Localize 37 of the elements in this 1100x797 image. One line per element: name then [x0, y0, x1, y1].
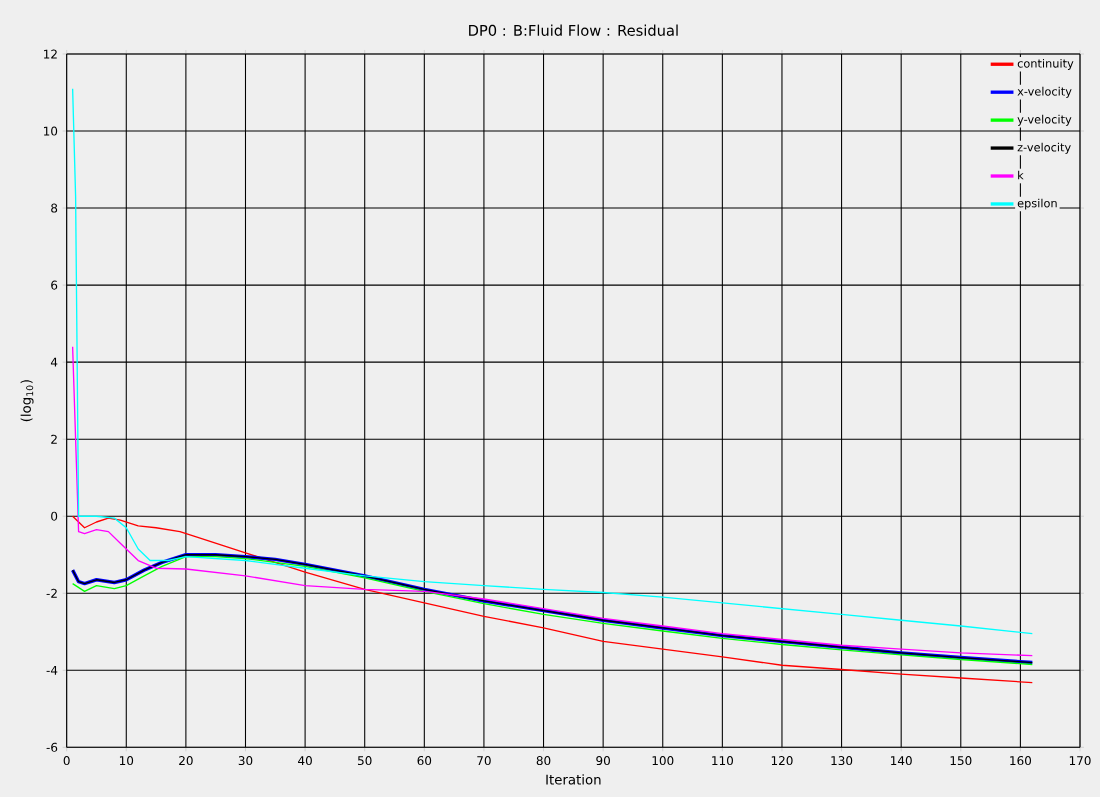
x-tick-label: 160	[1010, 755, 1032, 765]
y-tick-label: 12	[44, 49, 57, 59]
y-tick-label: 8	[51, 203, 58, 213]
x-tick-label: 60	[417, 755, 432, 765]
x-tick-label: 110	[712, 755, 734, 765]
legend-label: epsilon	[1017, 198, 1057, 210]
y-tick-label: 6	[51, 280, 58, 290]
x-tick-label: 150	[950, 755, 972, 765]
y-tick-label: 0	[51, 511, 58, 521]
x-tick-label: 30	[238, 755, 253, 765]
x-tick-label: 50	[358, 755, 372, 765]
y-tick-label: -2	[46, 588, 57, 598]
legend-label: continuity	[1017, 58, 1074, 70]
y-tick-label: -6	[46, 742, 58, 752]
x-tick-label: 0	[63, 755, 70, 765]
x-tick-label: 20	[179, 755, 193, 765]
x-tick-label: 130	[831, 755, 853, 765]
x-tick-label: 140	[891, 755, 912, 765]
x-tick-label: 100	[652, 755, 674, 765]
legend-label: z-velocity	[1017, 142, 1071, 154]
y-tick-label: 2	[51, 434, 57, 444]
legend-label: k	[1018, 170, 1024, 180]
y-axis-title: (log$_{10}$)	[20, 380, 34, 421]
y-tick-label: 4	[50, 357, 58, 367]
y-tick-label: 10	[44, 126, 58, 136]
y-tick-label: -4	[46, 665, 58, 675]
x-tick-label: 170	[1069, 755, 1091, 765]
x-tick-label: 10	[119, 755, 134, 765]
legend-label: x-velocity	[1017, 86, 1072, 98]
x-tick-label: 80	[536, 755, 551, 765]
x-tick-label: 40	[298, 755, 312, 765]
x-tick-label: 70	[477, 755, 491, 765]
x-tick-label: 120	[771, 755, 793, 765]
x-tick-label: 90	[596, 755, 610, 765]
legend-label: y-velocity	[1017, 114, 1072, 126]
x-axis-title: Iteration	[546, 774, 601, 785]
chart-title: DP0 : B:Fluid Flow : Residual	[469, 24, 678, 36]
